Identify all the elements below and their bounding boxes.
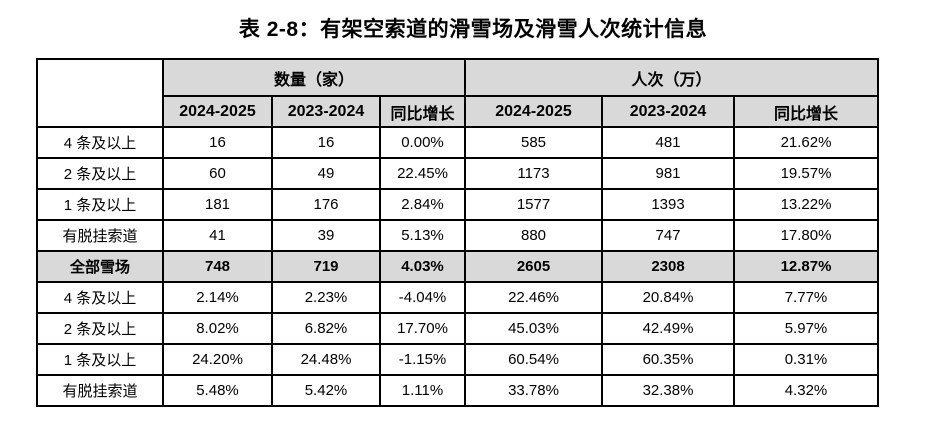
header-sub-row: 2024-2025 2023-2024 同比增长 2024-2025 2023-… (37, 95, 879, 128)
cell: 7.77% (733, 281, 879, 314)
col-group-quantity: 数量（家） (162, 58, 466, 97)
cell: 1577 (464, 188, 603, 221)
table-row: 2 条及以上 8.02% 6.82% 17.70% 45.03% 42.49% … (36, 312, 879, 345)
cell: 20.84% (601, 281, 735, 314)
stats-table: 数量（家） 人次（万） 2024-2025 2023-2024 同比增长 202… (36, 58, 879, 407)
cell: 1.11% (379, 374, 466, 407)
cell: 49 (271, 157, 381, 190)
cell: 880 (464, 219, 603, 252)
cell: 21.62% (733, 126, 879, 159)
cell: 2.84% (379, 188, 466, 221)
table-row: 有脱挂索道 41 39 5.13% 880 747 17.80% (36, 219, 879, 252)
corner-cell (36, 58, 164, 128)
row-label: 2 条及以上 (36, 312, 164, 345)
page-title: 表 2-8：有架空索道的滑雪场及滑雪人次统计信息 (238, 18, 708, 41)
cell: 5.97% (733, 312, 879, 345)
cell: 585 (464, 126, 603, 159)
subheader-visits-2024-2025: 2024-2025 (464, 95, 603, 128)
cell: 1173 (464, 157, 603, 190)
cell: 24.48% (271, 343, 381, 376)
cell: 4.32% (733, 374, 879, 407)
cell: 42.49% (601, 312, 735, 345)
cell: 12.87% (733, 250, 879, 283)
subheader-visits-2023-2024: 2023-2024 (601, 95, 735, 128)
cell: 45.03% (464, 312, 603, 345)
cell: 60 (162, 157, 273, 190)
cell: -1.15% (379, 343, 466, 376)
cell: 60.54% (464, 343, 603, 376)
cell: 4.03% (379, 250, 466, 283)
cell: 181 (162, 188, 273, 221)
table-row: 有脱挂索道 5.48% 5.42% 1.11% 33.78% 32.38% 4.… (36, 374, 879, 407)
row-label: 4 条及以上 (36, 281, 164, 314)
row-label: 有脱挂索道 (36, 374, 164, 407)
cell: 747 (601, 219, 735, 252)
cell: 748 (162, 250, 273, 283)
row-label: 有脱挂索道 (36, 219, 164, 252)
row-label: 4 条及以上 (36, 126, 164, 159)
cell: 0.31% (733, 343, 879, 376)
cell: 2.23% (271, 281, 381, 314)
cell: 0.00% (379, 126, 466, 159)
col-group-visits: 人次（万） (464, 58, 879, 97)
table-row-total: 全部雪场 748 719 4.03% 2605 2308 12.87% (36, 250, 879, 283)
row-label: 全部雪场 (36, 250, 164, 283)
cell: 13.22% (733, 188, 879, 221)
table-row: 1 条及以上 24.20% 24.48% -1.15% 60.54% 60.35… (36, 343, 879, 376)
cell: 16 (162, 126, 273, 159)
table-row: 4 条及以上 2.14% 2.23% -4.04% 22.46% 20.84% … (36, 281, 879, 314)
cell: 6.82% (271, 312, 381, 345)
cell: 8.02% (162, 312, 273, 345)
cell: 2308 (601, 250, 735, 283)
subheader-quantity-2024-2025: 2024-2025 (162, 95, 273, 128)
cell: 5.13% (379, 219, 466, 252)
cell: 17.80% (733, 219, 879, 252)
cell: 176 (271, 188, 381, 221)
cell: 5.42% (271, 374, 381, 407)
row-label: 2 条及以上 (36, 157, 164, 190)
subheader-visits-yoy: 同比增长 (733, 95, 879, 128)
cell: 39 (271, 219, 381, 252)
row-label: 1 条及以上 (36, 188, 164, 221)
cell: 33.78% (464, 374, 603, 407)
cell: 2605 (464, 250, 603, 283)
row-label: 1 条及以上 (36, 343, 164, 376)
cell: 60.35% (601, 343, 735, 376)
cell: 22.45% (379, 157, 466, 190)
cell: 481 (601, 126, 735, 159)
cell: 5.48% (162, 374, 273, 407)
cell: 1393 (601, 188, 735, 221)
cell: 24.20% (162, 343, 273, 376)
subheader-quantity-yoy: 同比增长 (379, 95, 466, 128)
cell: 981 (601, 157, 735, 190)
cell: 2.14% (162, 281, 273, 314)
cell: 32.38% (601, 374, 735, 407)
cell: 19.57% (733, 157, 879, 190)
table-row: 2 条及以上 60 49 22.45% 1173 981 19.57% (36, 157, 879, 190)
table-row: 1 条及以上 181 176 2.84% 1577 1393 13.22% (36, 188, 879, 221)
cell: 22.46% (464, 281, 603, 314)
table-row: 4 条及以上 16 16 0.00% 585 481 21.62% (36, 126, 879, 159)
header-group-row: 数量（家） 人次（万） (36, 58, 879, 128)
cell: 17.70% (379, 312, 466, 345)
cell: 41 (162, 219, 273, 252)
cell: 719 (271, 250, 381, 283)
subheader-quantity-2023-2024: 2023-2024 (271, 95, 381, 128)
cell: 16 (271, 126, 381, 159)
cell: -4.04% (379, 281, 466, 314)
